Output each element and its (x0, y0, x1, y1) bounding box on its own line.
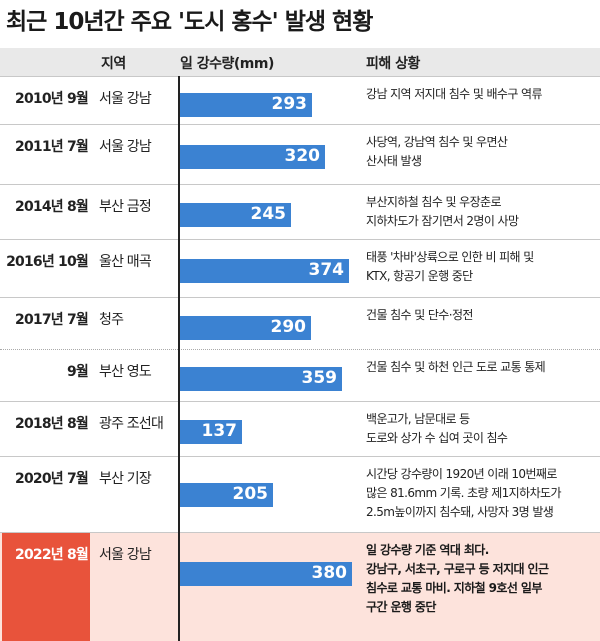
row-region: 부산 금정 (99, 199, 152, 215)
row-region: 서울 강남 (99, 91, 152, 107)
row-date: 2017년 7월 (15, 312, 89, 328)
damage-line: 구간 운행 중단 (366, 600, 436, 614)
bar-value-label: 380 (311, 563, 348, 583)
damage-line: 건물 침수 및 단수·정전 (366, 308, 473, 322)
row-date: 2011년 7월 (15, 139, 89, 155)
chart-title: 최근 10년간 주요 '도시 홍수' 발생 현황 (6, 9, 373, 35)
row-date: 2016년 10월 (6, 254, 89, 270)
rainfall-bar: 290 (180, 316, 311, 340)
header-region: 지역 (101, 56, 126, 72)
bar-value-label: 137 (201, 421, 238, 441)
bar-value-label: 374 (308, 260, 345, 280)
damage-line: 침수로 교통 마비. 지하철 9호선 일부 (366, 581, 542, 595)
bar-value-label: 359 (301, 368, 338, 388)
damage-line: 건물 침수 및 하천 인근 도로 교통 통제 (366, 360, 546, 374)
damage-line: 산사태 발생 (366, 154, 422, 168)
damage-line: 지하차도가 잠기면서 2명이 사망 (366, 214, 519, 228)
damage-line: 강남 지역 저지대 침수 및 배수구 역류 (366, 87, 542, 101)
row-date: 2014년 8월 (15, 199, 89, 215)
rainfall-bar: 374 (180, 259, 349, 283)
damage-line: 2.5m높이까지 침수돼, 사망자 3명 발생 (366, 505, 554, 519)
row-date: 2022년 8월 (15, 547, 89, 563)
rainfall-bar: 293 (180, 93, 312, 117)
damage-line: 시간당 강수량이 1920년 이래 10번째로 (366, 467, 557, 481)
rainfall-bar: 320 (180, 145, 325, 169)
bar-value-label: 320 (284, 146, 321, 166)
highlight-date-box (2, 533, 90, 641)
row-region: 서울 강남 (99, 139, 152, 155)
row-region: 부산 영도 (99, 364, 152, 380)
damage-line: 사당역, 강남역 침수 및 우면산 (366, 135, 508, 149)
damage-line: 도로와 상가 수 십여 곳이 침수 (366, 431, 508, 445)
table-row: 2022년 8월 서울 강남 380 일 강수량 기준 역대 최다. 강남구, 서초구,… (0, 532, 600, 641)
table-header: 지역 일 강수량(mm) 피해 상황 (0, 48, 600, 76)
row-date: 2020년 7월 (15, 471, 89, 487)
rainfall-bar: 359 (180, 367, 342, 391)
damage-line: 백운고가, 남문대로 등 (366, 412, 470, 426)
table-body: 2010년 9월 서울 강남 293 강남 지역 저지대 침수 및 배수구 역류 201… (0, 76, 600, 641)
bar-value-label: 290 (270, 317, 307, 337)
bar-value-label: 245 (250, 204, 287, 224)
row-region: 광주 조선대 (99, 416, 164, 432)
row-damage-description: 태풍 '차바'상륙으로 인한 비 피해 및 KTX, 항공기 운행 중단 (366, 248, 598, 286)
row-date: 9월 (66, 364, 89, 380)
table-row: 9월 부산 영도 359 건물 침수 및 하천 인근 도로 교통 통제 (0, 349, 600, 401)
row-region: 부산 기장 (99, 471, 152, 487)
row-damage-description: 건물 침수 및 하천 인근 도로 교통 통제 (366, 358, 598, 377)
row-region: 서울 강남 (99, 547, 152, 563)
rainfall-bar: 380 (180, 562, 352, 586)
bar-axis-line (178, 76, 180, 641)
rainfall-bar: 205 (180, 483, 273, 507)
bar-value-label: 293 (271, 94, 308, 114)
damage-line: 강남구, 서초구, 구로구 등 저지대 인근 (366, 562, 549, 576)
damage-line: 태풍 '차바'상륙으로 인한 비 피해 및 (366, 250, 534, 264)
bar-value-label: 205 (232, 484, 269, 504)
damage-line: 많은 81.6mm 기록. 초량 제1지하차도가 (366, 486, 561, 500)
row-date: 2018년 8월 (15, 416, 89, 432)
damage-line: KTX, 항공기 운행 중단 (366, 269, 473, 283)
rainfall-bar: 137 (180, 420, 242, 444)
table-row: 2017년 7월 청주 290 건물 침수 및 단수·정전 (0, 297, 600, 349)
header-rainfall: 일 강수량(mm) (180, 56, 274, 72)
row-damage-description: 강남 지역 저지대 침수 및 배수구 역류 (366, 85, 598, 104)
rainfall-bar: 245 (180, 203, 291, 227)
damage-line: 부산지하철 침수 및 우장춘로 (366, 195, 502, 209)
damage-line: 일 강수량 기준 역대 최다. (366, 543, 489, 557)
row-region: 청주 (99, 312, 124, 328)
row-date: 2010년 9월 (15, 91, 89, 107)
row-region: 울산 매곡 (99, 254, 152, 270)
table-row: 2010년 9월 서울 강남 293 강남 지역 저지대 침수 및 배수구 역류 (0, 76, 600, 124)
row-damage-description: 건물 침수 및 단수·정전 (366, 306, 598, 325)
table-row: 2016년 10월 울산 매곡 374 태풍 '차바'상륙으로 인한 비 피해 및 KT… (0, 239, 600, 297)
header-damage: 피해 상황 (366, 56, 420, 72)
